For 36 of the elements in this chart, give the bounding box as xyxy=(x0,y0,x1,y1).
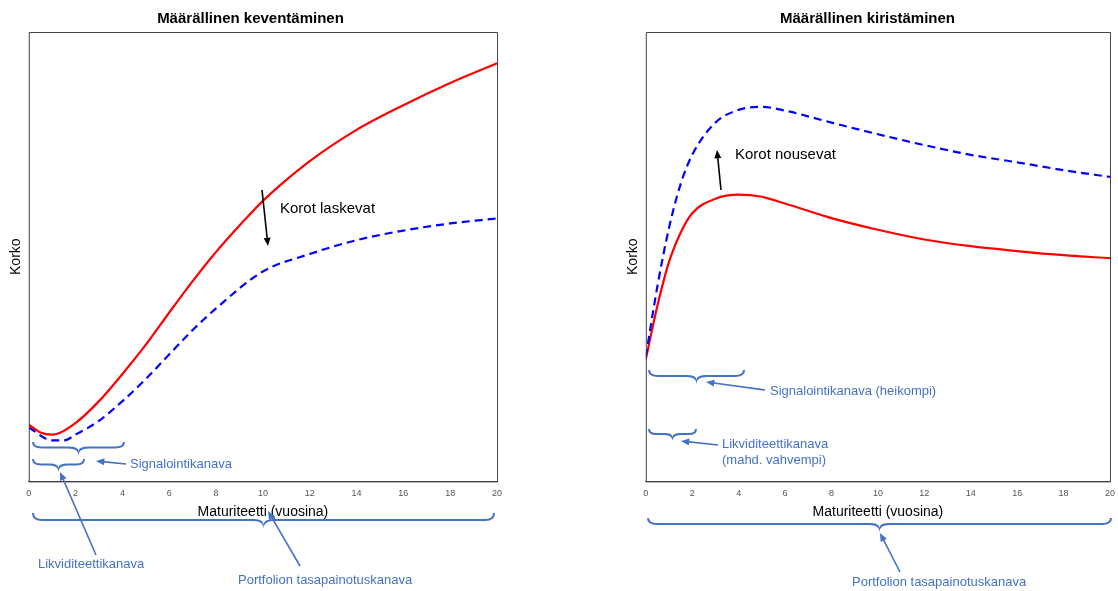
x-axis-title: Maturiteetti (vuosina) xyxy=(197,503,329,520)
x-tick-label: 8 xyxy=(213,488,219,499)
x-axis-title: Maturiteetti (vuosina) xyxy=(812,503,944,520)
x-tick-label: 14 xyxy=(965,488,976,499)
x-tick-label: 10 xyxy=(872,488,883,499)
x-tick-label: 20 xyxy=(491,488,503,499)
annotation: Likviditeettikanava (mahd. vahvempi) xyxy=(722,436,829,468)
x-tick-label: 12 xyxy=(304,488,315,499)
y-axis-title: Korko xyxy=(624,238,641,275)
x-tick-label: 0 xyxy=(643,488,649,499)
x-tick-label: 16 xyxy=(1012,488,1023,499)
x-tick-label: 8 xyxy=(828,488,834,499)
annotation: Signalointikanava xyxy=(130,456,232,472)
annotation: Korot nousevat xyxy=(735,145,836,162)
chart-title: Määrällinen kiristäminen xyxy=(779,9,956,27)
x-tick-label: 2 xyxy=(689,488,695,499)
x-tick-label: 16 xyxy=(398,488,409,499)
text: Portfolion tasapainotuskanava xyxy=(238,572,413,588)
x-tick-label: 14 xyxy=(351,488,362,499)
x-tick-label: 4 xyxy=(736,488,742,499)
x-tick-label: 18 xyxy=(1058,488,1069,499)
x-tick-label: 2 xyxy=(73,488,79,499)
x-tick-label: 6 xyxy=(782,488,788,499)
x-tick-label: 0 xyxy=(26,488,32,499)
x-tick-label: 18 xyxy=(445,488,456,499)
x-tick-label: 12 xyxy=(919,488,930,499)
text: Portfolion tasapainotuskanava xyxy=(852,574,1027,590)
annotation: Signalointikanava (heikompi) xyxy=(770,383,937,399)
x-tick-label: 4 xyxy=(119,488,125,499)
x-tick-label: 6 xyxy=(166,488,172,499)
text: Likviditeettikanava xyxy=(38,556,145,572)
x-tick-label: 10 xyxy=(257,488,268,499)
annotation: Korot laskevat xyxy=(280,199,376,216)
chart-title: Määrällinen keventäminen xyxy=(157,9,344,27)
x-tick-label: 20 xyxy=(1104,488,1115,499)
y-axis-title: Korko xyxy=(7,238,24,275)
